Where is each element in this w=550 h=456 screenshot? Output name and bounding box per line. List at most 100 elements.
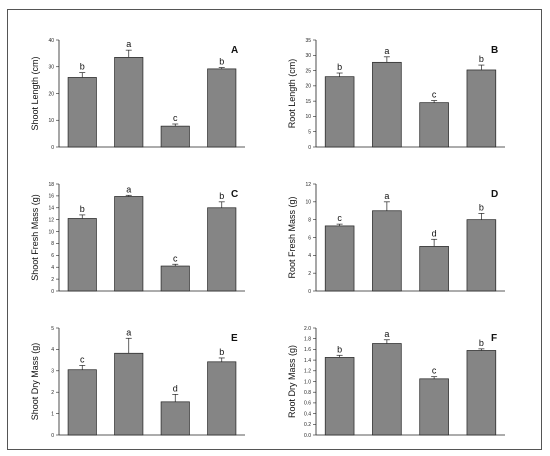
y-tick-label: 0.6 <box>304 401 311 407</box>
significance-letter: c <box>432 90 437 100</box>
y-tick-label: 6 <box>51 253 54 259</box>
y-tick-label: 2.0 <box>304 326 311 332</box>
y-tick-label: 0 <box>51 145 54 151</box>
panel-label: B <box>491 45 498 56</box>
y-tick-label: 40 <box>48 38 54 44</box>
y-tick-label: 1.6 <box>304 347 311 353</box>
panel-label: A <box>231 45 238 56</box>
y-tick-label: 20 <box>305 84 311 90</box>
significance-letter: b <box>219 57 224 67</box>
y-tick-label: 1.8 <box>304 337 311 343</box>
y-tick-label: 0.0 <box>304 433 311 439</box>
significance-letter: b <box>337 62 342 72</box>
y-tick-label: 16 <box>48 194 54 200</box>
y-tick-label: 6 <box>308 235 311 241</box>
y-tick-label: 1.2 <box>304 369 311 375</box>
y-tick-label: 2 <box>51 390 54 396</box>
y-axis-label: Shoot Dry Mass (g) <box>30 343 40 421</box>
y-tick-label: 30 <box>48 65 54 71</box>
bar <box>372 210 402 292</box>
y-tick-label: 5 <box>308 130 311 136</box>
y-tick-label: 20 <box>48 91 54 97</box>
significance-letter: b <box>219 347 224 357</box>
bar <box>419 378 449 436</box>
significance-letter: b <box>479 338 484 348</box>
panel-f: 0.0 0.2 0.4 0.6 0.8 1.0 1.2 1.4 1.6 1.8 2.0 Root Dr… <box>287 326 505 439</box>
bar <box>419 102 449 148</box>
y-axis-label: Root Length (cm) <box>287 59 297 129</box>
y-tick-label: 2 <box>308 271 311 277</box>
y-tick-label: 0.8 <box>304 390 311 396</box>
bar <box>114 196 144 292</box>
y-tick-label: 8 <box>308 217 311 223</box>
panel-label: E <box>231 333 238 344</box>
significance-letter: a <box>126 184 131 194</box>
bar <box>207 68 237 148</box>
bar <box>114 57 144 148</box>
panel-a: 0 10 20 30 40 Shoot Length (cm) Ab a c b <box>30 38 245 151</box>
significance-letter: b <box>80 62 85 72</box>
y-tick-label: 0 <box>51 289 54 295</box>
bar <box>372 61 402 148</box>
y-tick-label: 4 <box>51 265 54 271</box>
bar <box>207 207 237 292</box>
y-tick-label: 10 <box>305 114 311 120</box>
significance-letter: b <box>479 54 484 64</box>
y-tick-label: 8 <box>51 241 54 247</box>
y-tick-label: 35 <box>305 38 311 44</box>
significance-letter: c <box>432 366 437 376</box>
y-tick-label: 25 <box>305 68 311 74</box>
bar <box>419 246 449 292</box>
y-tick-label: 0 <box>308 145 311 151</box>
y-tick-label: 1.0 <box>304 379 311 385</box>
y-tick-label: 2 <box>51 277 54 283</box>
panel-c: 0 2 4 6 8 10 12 14 16 18 Shoot Fresh Mass (g) Cb a c b <box>30 182 245 295</box>
significance-letter: a <box>384 191 389 201</box>
bar <box>160 265 190 292</box>
y-tick-label: 3 <box>51 369 54 375</box>
significance-letter: c <box>80 354 85 364</box>
y-axis-label: Shoot Fresh Mass (g) <box>30 194 40 281</box>
y-tick-label: 0 <box>51 433 54 439</box>
y-axis-label: Root Dry Mass (g) <box>287 345 297 418</box>
bar <box>372 343 402 436</box>
bar <box>114 352 144 436</box>
bar <box>466 69 497 148</box>
panel-b: 0 5 10 15 20 25 30 35 Root Length (cm) Bb a c b <box>287 38 505 151</box>
y-tick-label: 10 <box>48 118 54 124</box>
significance-letter: c <box>337 213 342 223</box>
bar <box>160 401 190 436</box>
y-tick-label: 10 <box>305 200 311 206</box>
bar <box>67 218 97 292</box>
y-tick-label: 0.4 <box>304 411 311 417</box>
y-tick-label: 15 <box>305 99 311 105</box>
significance-letter: a <box>384 46 389 56</box>
y-tick-label: 18 <box>48 182 54 188</box>
panel-label: D <box>491 189 498 200</box>
panel-d: 0 2 4 6 8 10 12 Root Fresh Mass (g) Dc a d b <box>287 182 505 295</box>
significance-letter: d <box>432 228 437 238</box>
significance-letter: a <box>126 327 131 337</box>
significance-letter: d <box>173 383 178 393</box>
y-tick-label: 10 <box>48 229 54 235</box>
significance-letter: c <box>173 113 178 123</box>
panel-label: C <box>231 189 238 200</box>
bar <box>160 125 190 148</box>
panel-label: F <box>491 333 497 344</box>
significance-letter: b <box>80 204 85 214</box>
y-tick-label: 4 <box>308 253 311 259</box>
panel-e: 0 1 2 3 4 5 Shoot Dry Mass (g) Ec a d b <box>30 326 245 439</box>
bar <box>207 361 237 436</box>
bar <box>67 369 97 436</box>
y-tick-label: 4 <box>51 347 54 353</box>
y-tick-label: 5 <box>51 326 54 332</box>
y-axis-label: Shoot Length (cm) <box>30 56 40 130</box>
y-tick-label: 1.4 <box>304 358 311 364</box>
y-tick-label: 0 <box>308 289 311 295</box>
bar <box>466 350 497 436</box>
figure-frame <box>7 9 542 450</box>
significance-letter: a <box>126 39 131 49</box>
y-tick-label: 12 <box>48 217 54 223</box>
